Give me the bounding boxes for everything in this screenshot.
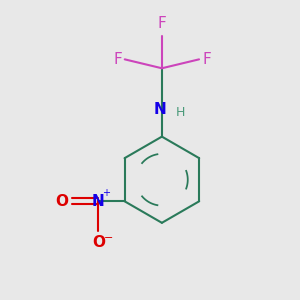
Text: F: F	[202, 52, 211, 67]
Text: O: O	[92, 236, 105, 250]
Text: +: +	[102, 188, 110, 198]
Text: F: F	[113, 52, 122, 67]
Text: F: F	[158, 16, 166, 31]
Text: H: H	[176, 106, 185, 119]
Text: O: O	[55, 194, 68, 209]
Text: N: N	[92, 194, 105, 209]
Text: N: N	[154, 102, 167, 117]
Text: −: −	[103, 232, 113, 242]
